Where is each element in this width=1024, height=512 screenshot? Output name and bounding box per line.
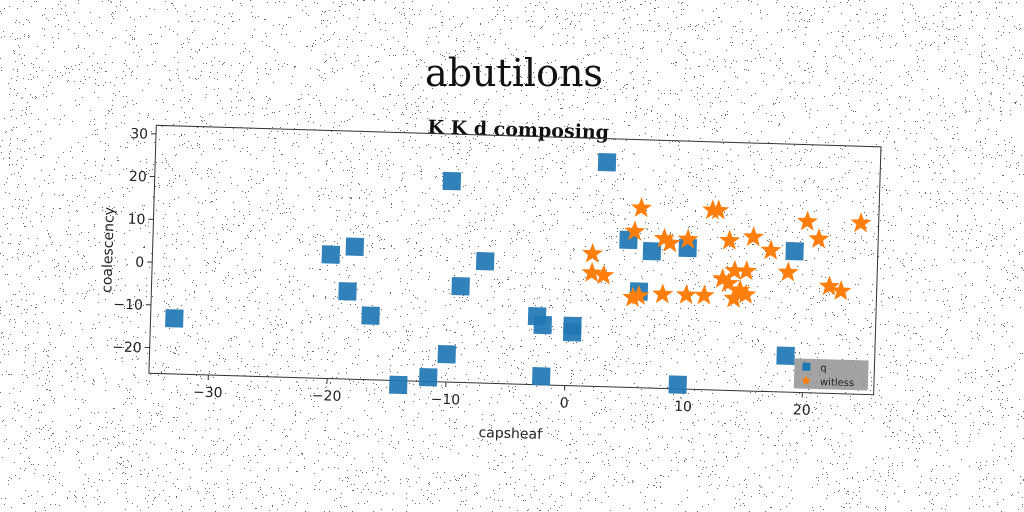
x-axis-ticks: −30 −20 −10 0 10 20 [193,374,811,419]
point-q [475,252,495,271]
point-witless [724,259,746,280]
point-q [642,241,662,261]
y-tick-label: 0 [135,255,144,271]
point-q [531,367,551,386]
point-q [338,282,357,301]
point-witless [736,260,758,281]
y-tick-label: 30 [130,126,148,143]
point-witless [830,280,852,301]
point-witless [797,210,819,231]
point-witless [622,286,644,307]
point-witless [693,284,715,305]
x-tick-label: −20 [312,388,342,405]
figure-title: abutilons [425,51,603,95]
point-witless [630,197,652,218]
x-tick-label: 10 [674,399,692,416]
point-q [597,152,617,172]
point-witless [719,229,741,250]
point-witless [760,239,782,260]
legend-box [793,358,869,391]
point-witless [628,284,650,305]
point-q [389,375,408,395]
point-q [165,309,184,328]
point-witless [675,284,697,305]
point-witless [582,242,603,263]
plot-area-frame [148,124,882,396]
point-q [562,323,582,342]
point-witless [717,272,739,293]
point-witless [818,275,840,296]
point-q [418,367,438,387]
point-witless [777,261,799,282]
point-witless [652,283,674,304]
point-witless [659,232,681,253]
rotated-plot-group: K K d composing −30 −20 −10 0 10 20 −20 −10 0 10… [99,116,882,443]
point-witless [808,228,830,249]
point-witless [581,262,603,283]
point-q [442,171,462,191]
legend-label-witless: witless [820,377,855,389]
y-tick-label: 10 [127,212,145,229]
point-q [345,237,365,256]
point-q [321,245,341,264]
point-witless [677,228,699,249]
legend-marker-q [802,362,811,371]
legend: q witless [793,358,869,391]
point-witless [735,283,757,304]
point-witless [850,212,872,233]
x-tick-label: 0 [559,395,568,411]
x-tick-label: −10 [430,392,460,409]
point-q [437,344,457,364]
x-tick-label: −30 [193,385,223,402]
y-axis-label: coalescency [99,207,118,293]
point-witless [743,226,765,247]
point-witless [593,264,615,285]
point-witless [708,199,730,220]
legend-label-q: q [820,363,827,374]
x-tick-label: 20 [793,402,811,419]
y-tick-label: −10 [113,297,143,314]
chart-title: K K d composing [427,116,609,143]
x-axis-label: capsheaf [478,425,543,443]
y-axis-ticks: −20 −10 0 10 20 30 [112,126,157,356]
point-witless [712,267,734,289]
point-q [776,346,795,366]
legend-marker-witless [800,375,812,386]
y-tick-label: −20 [112,339,142,356]
point-q [361,306,380,325]
point-witless [653,227,675,248]
point-witless [624,220,646,241]
point-q [533,315,553,335]
point-q [785,241,804,261]
data-points [165,152,872,395]
point-q [668,375,687,394]
y-tick-label: 20 [129,169,147,186]
point-witless [729,279,751,300]
point-q [451,276,470,296]
